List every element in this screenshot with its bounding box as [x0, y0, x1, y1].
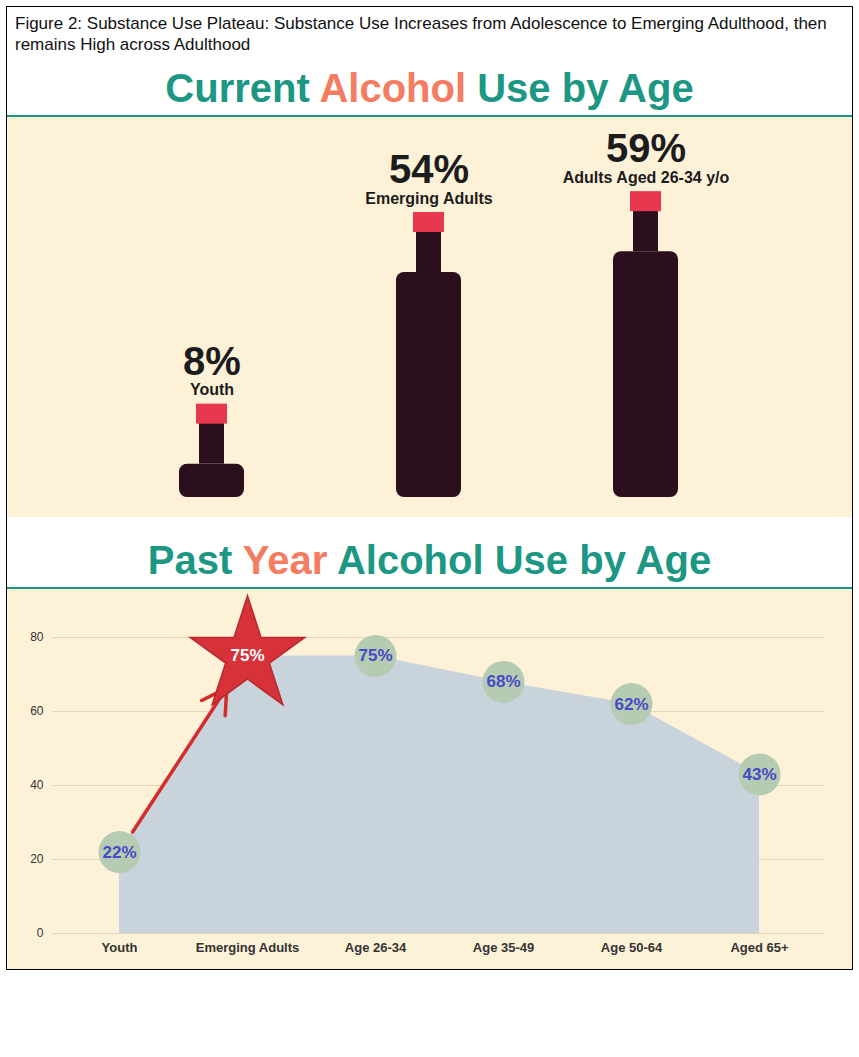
svg-text:43%: 43%	[742, 765, 776, 784]
svg-text:Youth: Youth	[102, 940, 138, 955]
svg-text:40: 40	[30, 778, 44, 792]
html-text:Figure 2: Substance Use Platea: Figure 2: Substance Use Plateau: Substan…	[15, 14, 827, 54]
svg-text:80: 80	[30, 630, 44, 644]
svg-text:62%: 62%	[614, 695, 648, 714]
svg-text:Aged 65+: Aged 65+	[730, 940, 789, 955]
svg-text:0: 0	[37, 926, 44, 940]
svg-text:54%: 54%	[389, 147, 469, 191]
html-text:Past Year Alcohol Use by Age: Past Year Alcohol Use by Age	[147, 538, 712, 582]
svg-text:Age 50-64: Age 50-64	[601, 940, 663, 955]
svg-text:Age 35-49: Age 35-49	[473, 940, 534, 955]
svg-text:75%: 75%	[358, 646, 392, 665]
svg-text:Age 26-34: Age 26-34	[345, 940, 407, 955]
svg-text:60: 60	[30, 704, 44, 718]
svg-text:Youth: Youth	[190, 381, 234, 398]
svg-text:Adults Aged 26-34 y/o: Adults Aged 26-34 y/o	[563, 169, 730, 186]
svg-text:59%: 59%	[606, 126, 686, 170]
svg-text:75%: 75%	[230, 646, 264, 665]
html-text:Current Alcohol Use by Age: Current Alcohol Use by Age	[165, 66, 694, 110]
svg-text:Emerging Adults: Emerging Adults	[196, 940, 300, 955]
svg-text:68%: 68%	[486, 672, 520, 691]
svg-text:Emerging Adults: Emerging Adults	[365, 190, 493, 207]
svg-text:20: 20	[30, 852, 44, 866]
svg-text:22%: 22%	[102, 843, 136, 862]
svg-text:8%: 8%	[183, 339, 241, 383]
